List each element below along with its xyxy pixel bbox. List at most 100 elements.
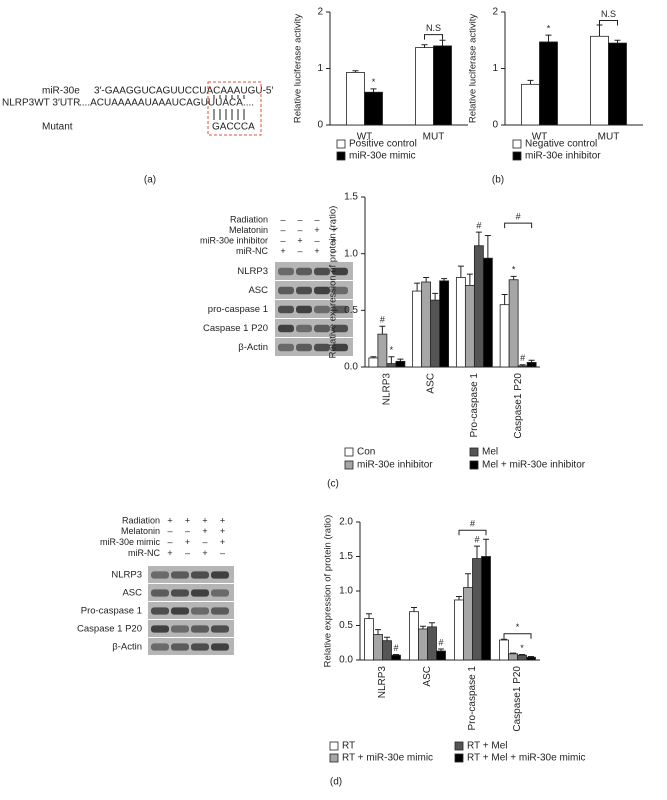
error-bar — [366, 613, 372, 619]
y-tick-label: 0.5 — [344, 305, 358, 316]
error-bar — [483, 538, 489, 557]
blot-band — [332, 267, 348, 276]
condition-sign: + — [220, 537, 225, 547]
blot-band — [278, 324, 294, 333]
blot-band — [296, 267, 312, 276]
blot-band — [191, 625, 209, 633]
target-name: NLRP3WT 3′UTR — [2, 98, 80, 109]
bar — [364, 618, 374, 661]
condition-sign: + — [314, 246, 319, 256]
condition-sign: – — [185, 548, 190, 558]
bar — [427, 626, 437, 661]
blot-band — [314, 286, 330, 295]
condition-label: miR-30e mimic — [100, 537, 161, 547]
bracket — [504, 222, 533, 229]
blot-band — [314, 305, 330, 314]
condition-sign: – — [280, 214, 285, 224]
error-bar — [352, 70, 359, 73]
bar — [590, 35, 609, 126]
annotation: # — [474, 535, 479, 545]
blot-band — [211, 607, 229, 615]
condition-sign: + — [185, 515, 190, 525]
bar — [373, 634, 383, 661]
bar — [364, 91, 383, 126]
condition-sign: – — [297, 225, 302, 235]
condition-sign: + — [220, 515, 225, 525]
condition-sign: + — [202, 515, 207, 525]
legend-label: RT — [342, 741, 355, 752]
bar — [517, 654, 527, 661]
condition-sign: – — [202, 537, 207, 547]
blot-band — [151, 607, 169, 615]
bracket — [503, 633, 532, 639]
error-bar — [421, 44, 428, 48]
blot-row-label: ASC — [122, 588, 142, 599]
y-tick-label: 0.0 — [344, 362, 358, 373]
legend-label: miR-30e inhibitor — [525, 151, 601, 162]
bar — [517, 365, 528, 368]
error-bar — [614, 39, 621, 44]
condition-sign: + — [220, 526, 225, 536]
condition-sign: + — [331, 225, 336, 235]
y-axis-label: Relative luciferase activity — [468, 14, 479, 124]
bar — [539, 41, 558, 126]
legend-label: Positive control — [349, 139, 417, 150]
legend-label: miR-30e inhibitor — [357, 460, 433, 471]
error-bar — [474, 545, 480, 559]
bar — [433, 45, 452, 126]
annotation: # — [393, 643, 398, 653]
bar — [436, 650, 446, 661]
legend-label: Mel + miR-30e inhibitor — [482, 460, 586, 471]
bar — [382, 640, 392, 661]
bar — [608, 42, 627, 126]
annotation: # — [470, 519, 475, 529]
annotation: * — [512, 265, 516, 275]
bar — [473, 245, 484, 368]
blot-band — [332, 324, 348, 333]
panel-label: (b) — [492, 175, 504, 186]
bar — [430, 299, 441, 368]
bar — [454, 599, 464, 661]
bar — [455, 277, 466, 368]
blot-band — [211, 589, 229, 597]
blot-band — [211, 571, 229, 579]
legend-swatch — [329, 741, 339, 751]
error-bar — [384, 636, 390, 641]
condition-sign: + — [280, 246, 285, 256]
y-tick-label: 2.0 — [339, 517, 353, 528]
error-bar — [393, 653, 399, 656]
blot-band — [171, 607, 189, 615]
annotation: * — [372, 77, 376, 87]
y-axis-label: Relative expression of protein (ratio) — [328, 206, 339, 359]
blot-band — [211, 625, 229, 633]
error-bar — [370, 88, 377, 93]
condition-sign: + — [297, 235, 302, 245]
annotation: * — [516, 622, 520, 632]
legend-swatch — [344, 447, 354, 457]
blot-band — [314, 267, 330, 276]
annotation: * — [390, 345, 394, 355]
bracket — [599, 19, 618, 26]
condition-sign: + — [185, 537, 190, 547]
error-bar — [375, 629, 381, 635]
error-bar — [456, 596, 462, 600]
bar — [439, 280, 450, 368]
annotation: # — [380, 315, 385, 325]
error-bar — [397, 358, 404, 362]
x-tick-label: ASC — [425, 373, 436, 394]
bar — [346, 72, 365, 126]
error-bar — [423, 276, 430, 282]
condition-sign: + — [202, 548, 207, 558]
error-bar — [466, 273, 473, 286]
blot-band — [296, 343, 312, 352]
panel-label: (d) — [330, 777, 342, 788]
y-tick-label: 1.0 — [339, 586, 353, 597]
y-tick-label: 0 — [492, 120, 498, 131]
y-tick-label: 1 — [492, 63, 498, 74]
condition-sign: – — [167, 537, 172, 547]
error-bar — [439, 39, 446, 46]
annotation: N.S — [601, 9, 616, 19]
bar — [499, 639, 509, 661]
condition-sign: – — [280, 235, 285, 245]
bar — [368, 357, 379, 368]
